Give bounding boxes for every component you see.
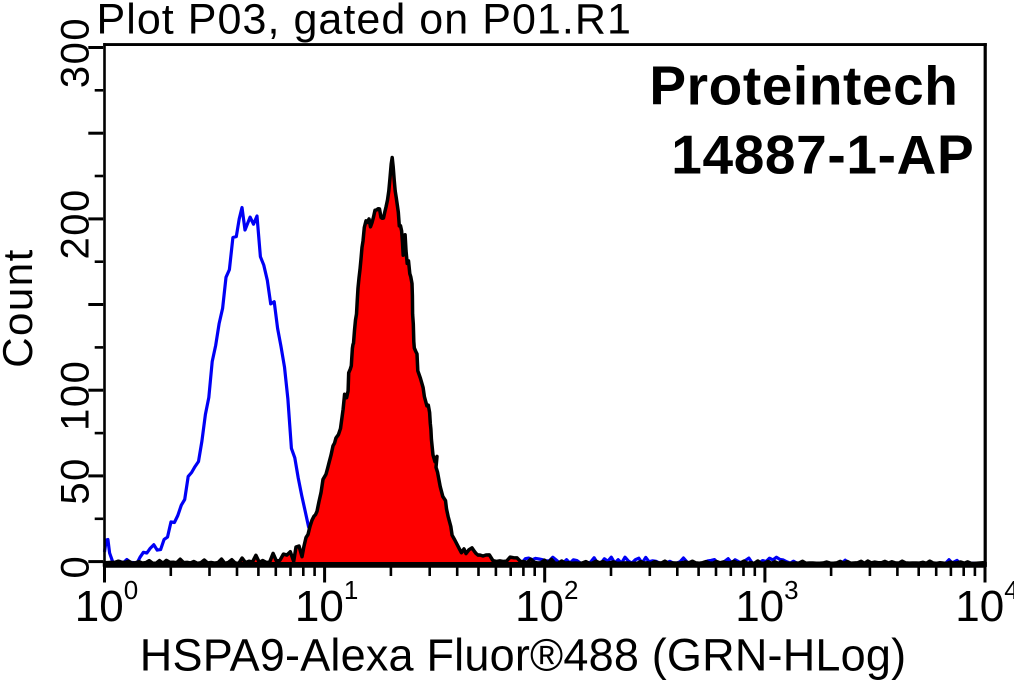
svg-text:Count: Count <box>0 248 41 368</box>
svg-text:100: 100 <box>54 360 98 431</box>
svg-text:200: 200 <box>54 188 98 259</box>
svg-text:300: 300 <box>54 17 98 88</box>
svg-text:50: 50 <box>54 457 98 505</box>
svg-text:0: 0 <box>54 555 98 579</box>
svg-text:Proteintech: Proteintech <box>649 54 958 116</box>
svg-text:Plot P03, gated on P01.R1: Plot P03, gated on P01.R1 <box>97 0 632 44</box>
svg-text:14887-1-AP: 14887-1-AP <box>671 124 974 186</box>
svg-text:100: 100 <box>75 575 138 631</box>
svg-text:HSPA9-Alexa Fluor®488 (GRN-HLo: HSPA9-Alexa Fluor®488 (GRN-HLog) <box>140 630 906 680</box>
svg-text:104: 104 <box>955 575 1014 631</box>
